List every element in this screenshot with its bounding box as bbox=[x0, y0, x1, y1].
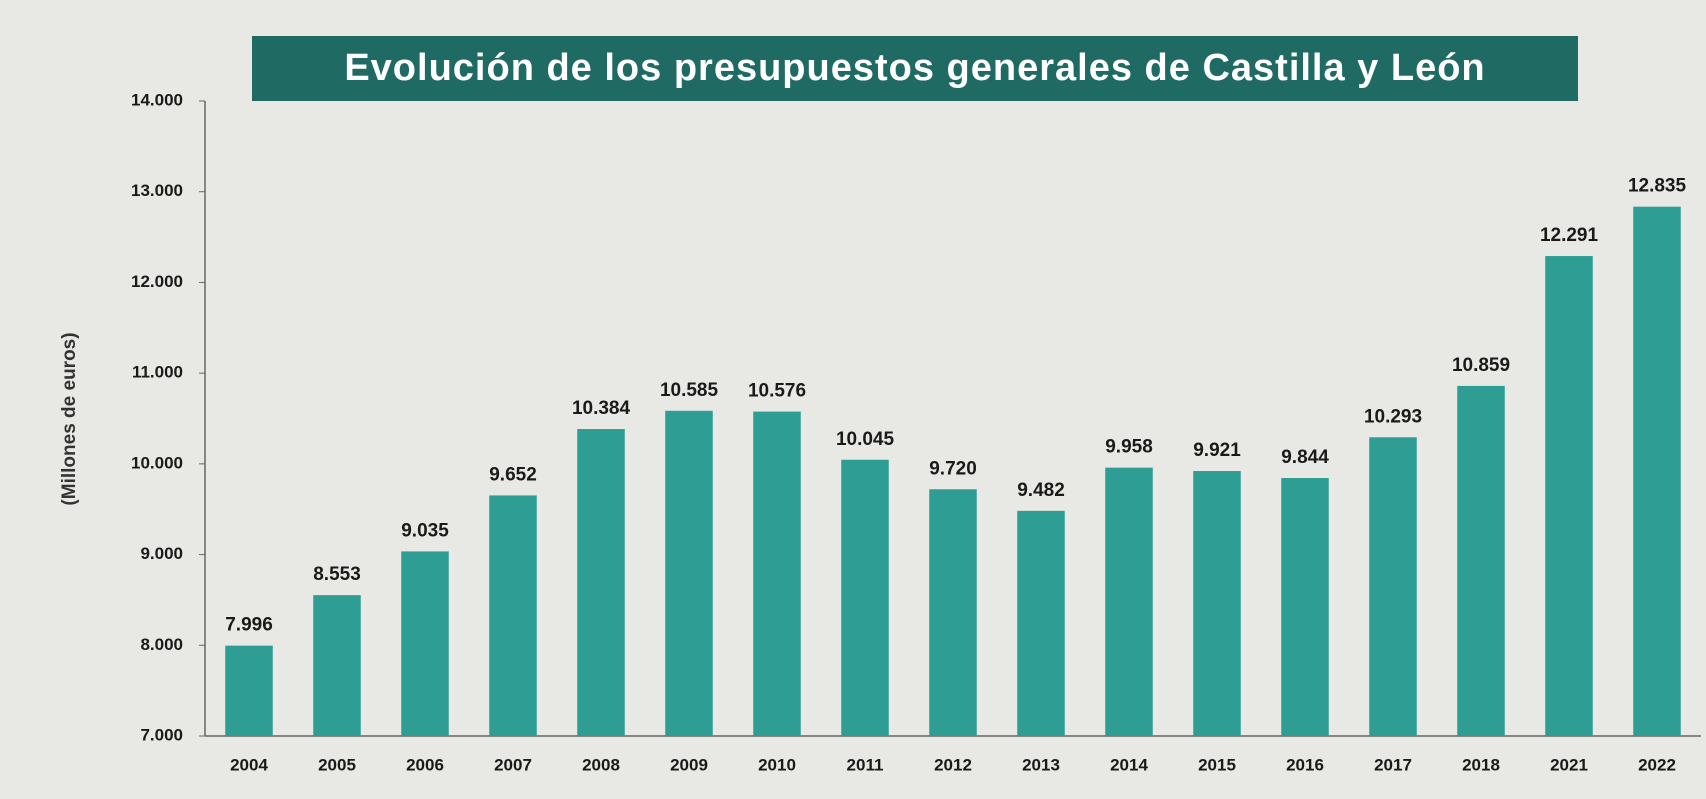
title-box bbox=[252, 36, 1578, 101]
bar bbox=[1457, 385, 1505, 736]
x-tick-label: 2018 bbox=[1462, 755, 1500, 774]
y-tick-label: 14.000 bbox=[131, 90, 183, 109]
bar bbox=[1369, 437, 1417, 736]
bar bbox=[665, 410, 713, 736]
bar bbox=[1281, 478, 1329, 736]
data-label: 9.844 bbox=[1281, 447, 1329, 468]
x-tick-label: 2014 bbox=[1110, 755, 1148, 774]
x-tick-label: 2022 bbox=[1638, 755, 1676, 774]
y-axis-label: (Millones de euros) bbox=[59, 332, 80, 505]
data-label: 8.553 bbox=[313, 564, 361, 585]
data-label: 9.035 bbox=[401, 520, 449, 541]
y-tick-label: 7.000 bbox=[140, 725, 183, 744]
bar bbox=[489, 495, 537, 736]
x-tick-label: 2011 bbox=[847, 755, 884, 774]
bar bbox=[1017, 510, 1065, 736]
data-label: 9.482 bbox=[1017, 480, 1065, 501]
data-label: 10.585 bbox=[660, 380, 719, 401]
bar bbox=[753, 411, 801, 736]
x-tick-label: 2016 bbox=[1286, 755, 1324, 774]
y-tick-label: 11.000 bbox=[132, 363, 183, 382]
data-label: 9.720 bbox=[929, 458, 977, 479]
x-tick-label: 2012 bbox=[934, 755, 972, 774]
data-label: 10.384 bbox=[572, 398, 631, 419]
x-tick-label: 2015 bbox=[1198, 755, 1236, 774]
bar bbox=[841, 459, 889, 736]
y-tick-label: 8.000 bbox=[140, 635, 183, 654]
y-tick-label: 10.000 bbox=[131, 453, 183, 472]
x-tick-label: 2013 bbox=[1022, 755, 1060, 774]
x-tick-label: 2006 bbox=[406, 755, 444, 774]
bar bbox=[577, 429, 625, 736]
y-tick-label: 12.000 bbox=[131, 272, 183, 291]
y-tick-label: 13.000 bbox=[131, 181, 183, 200]
data-label: 12.291 bbox=[1540, 225, 1599, 246]
data-label: 10.293 bbox=[1364, 406, 1422, 427]
data-label: 9.921 bbox=[1193, 440, 1241, 461]
x-tick-label: 2004 bbox=[230, 755, 268, 774]
x-tick-label: 2021 bbox=[1550, 755, 1588, 774]
bar bbox=[929, 489, 977, 736]
chart-title: Evolución de los presupuestos generales … bbox=[344, 47, 1485, 89]
bar bbox=[313, 595, 361, 736]
x-tick-label: 2008 bbox=[582, 755, 620, 774]
data-label: 7.996 bbox=[225, 615, 273, 636]
bar bbox=[1545, 256, 1593, 736]
x-tick-label: 2009 bbox=[670, 755, 708, 774]
data-label: 9.958 bbox=[1105, 437, 1153, 458]
bar bbox=[1633, 206, 1681, 737]
data-label: 10.576 bbox=[748, 381, 806, 402]
data-label: 12.835 bbox=[1628, 176, 1687, 197]
data-label: 10.859 bbox=[1452, 355, 1510, 376]
bar bbox=[401, 551, 449, 736]
x-tick-label: 2010 bbox=[758, 755, 796, 774]
x-tick-label: 2007 bbox=[494, 755, 532, 774]
x-tick-label: 2017 bbox=[1374, 755, 1412, 774]
bar bbox=[1105, 467, 1153, 736]
bar bbox=[1193, 471, 1241, 736]
data-label: 9.652 bbox=[489, 464, 537, 485]
bar bbox=[225, 645, 273, 736]
data-label: 10.045 bbox=[836, 429, 895, 450]
x-tick-label: 2005 bbox=[318, 755, 356, 774]
y-tick-label: 9.000 bbox=[140, 544, 183, 563]
